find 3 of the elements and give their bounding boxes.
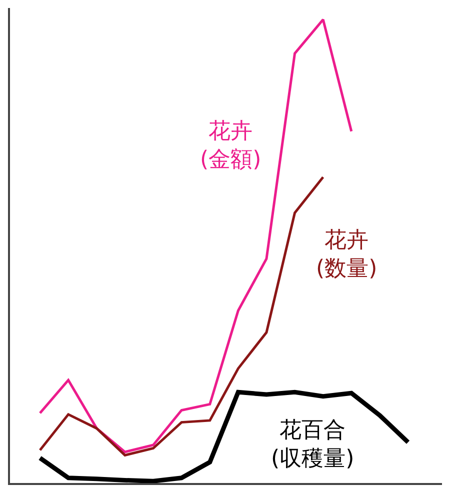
series-label: 花百合 (収穫量) bbox=[271, 418, 354, 472]
series-label: 花卉 (金額) bbox=[200, 119, 262, 173]
series-label: 花卉 (数量) bbox=[316, 228, 378, 282]
